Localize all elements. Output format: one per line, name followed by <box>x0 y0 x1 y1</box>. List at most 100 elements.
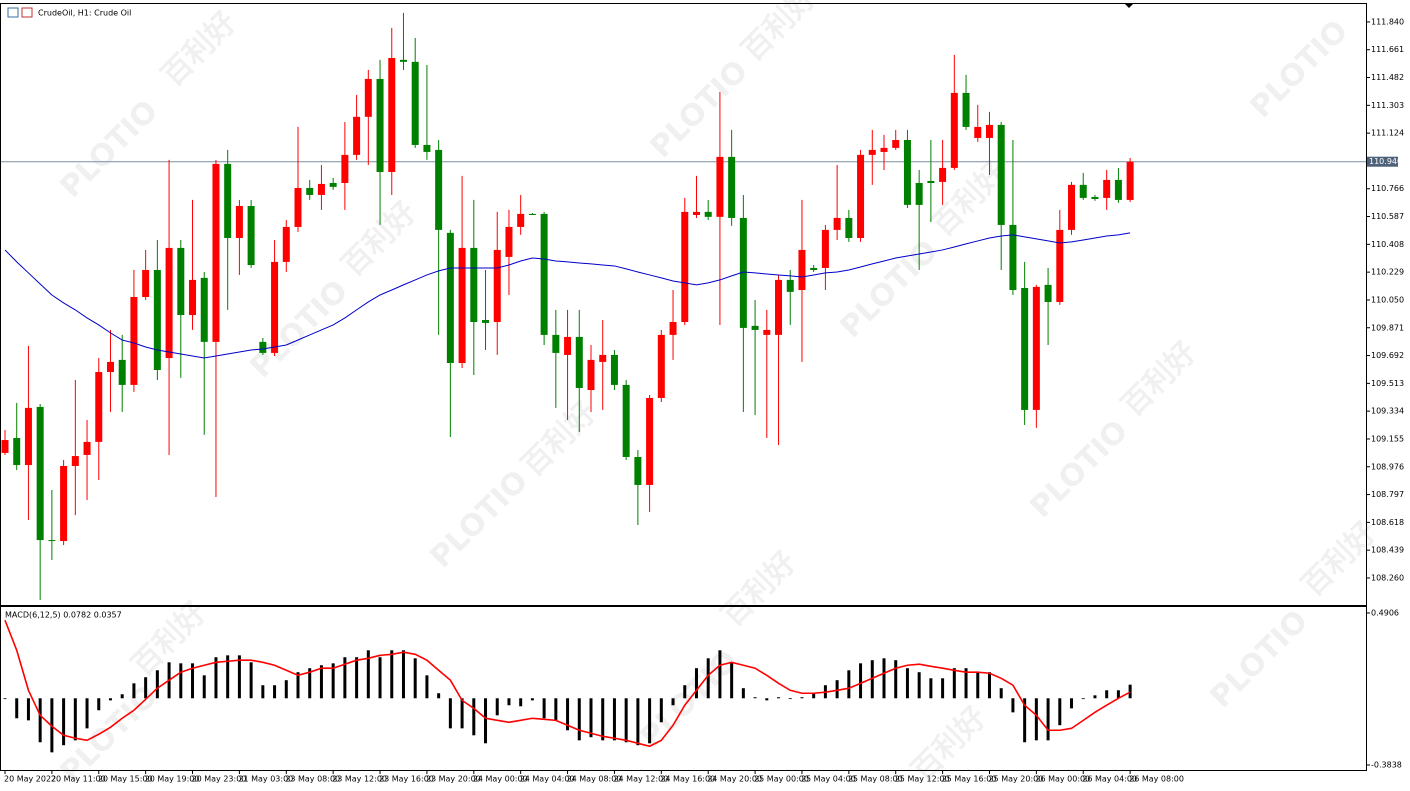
macd-bar <box>191 663 195 699</box>
macd-bar <box>214 657 218 699</box>
macd-bar <box>38 698 42 743</box>
macd-bar <box>812 693 816 699</box>
candle-body <box>564 336 572 355</box>
macd-bar <box>730 662 734 699</box>
candle-body <box>868 149 876 155</box>
macd-bar <box>952 668 956 699</box>
candle-body <box>962 92 970 127</box>
macd-bar <box>448 698 452 729</box>
candle-body <box>528 213 536 215</box>
candle-body <box>892 139 900 148</box>
macd-bar <box>554 698 558 721</box>
macd-bar <box>472 698 476 736</box>
candle-body <box>599 354 607 362</box>
candle-body <box>177 247 185 316</box>
macd-bar <box>308 668 312 699</box>
candle-body <box>728 156 736 218</box>
candle-body <box>341 154 349 183</box>
macd-bar <box>273 685 277 699</box>
candle-body <box>493 249 501 323</box>
x-tick-label: 23 May 20:00 <box>426 775 481 784</box>
x-tick-label: 25 May 20:00 <box>988 775 1043 784</box>
candle-body <box>1114 179 1122 200</box>
macd-bar <box>507 698 511 706</box>
candle-body <box>1079 184 1087 198</box>
candle-body <box>189 279 197 316</box>
y-tick-label: -0.3838 <box>1371 760 1402 769</box>
candle-body <box>271 261 279 353</box>
candle-body <box>142 269 150 298</box>
candle-body <box>259 341 267 353</box>
candle-body <box>329 182 337 187</box>
macd-signal-line <box>4 619 1131 748</box>
candle-body <box>435 149 443 230</box>
macd-bar <box>706 658 710 699</box>
candle-body <box>1009 224 1017 291</box>
x-tick-label: 24 May 04:00 <box>520 775 575 784</box>
y-tick-label: 108.439 <box>1371 546 1404 555</box>
macd-bar <box>894 660 898 699</box>
macd-bar <box>882 658 886 699</box>
macd-bar <box>132 683 136 699</box>
candle-body <box>786 279 794 292</box>
y-tick-label: 110.587 <box>1371 212 1404 221</box>
candle-body <box>235 205 243 238</box>
macd-bar <box>26 698 30 721</box>
candle-body <box>1021 287 1029 410</box>
candle-body <box>751 325 759 330</box>
macd-bar <box>155 670 159 699</box>
candle-body <box>505 226 513 257</box>
macd-bar <box>1116 690 1120 699</box>
macd-bar <box>413 658 417 699</box>
candle-body <box>1068 184 1076 230</box>
x-tick-label: 25 May 08:00 <box>848 775 903 784</box>
candle-body <box>681 211 689 323</box>
macd-bar <box>917 672 921 699</box>
macd-bar <box>765 698 769 701</box>
candle-body <box>798 249 806 291</box>
macd-bar <box>366 650 370 699</box>
candle-body <box>1091 196 1099 199</box>
chart-title: CrudeOil, H1: Crude Oil <box>38 9 131 18</box>
candle-body <box>423 144 431 152</box>
icon-box <box>21 7 33 18</box>
y-tick-label: 110.766 <box>1371 184 1404 193</box>
candle-body <box>1056 229 1064 302</box>
candle-body <box>587 359 595 391</box>
x-tick-label: 23 May 16:00 <box>379 775 434 784</box>
y-tick-label: 108.260 <box>1371 573 1404 582</box>
macd-bar <box>284 680 288 699</box>
macd-bar <box>1046 698 1050 741</box>
symbol-icon <box>7 7 33 18</box>
candle-body <box>974 126 982 138</box>
candle-body <box>927 180 935 183</box>
macd-bar <box>694 668 698 699</box>
candle-body <box>411 61 419 145</box>
macd-bar <box>1093 695 1097 699</box>
candle-body <box>153 269 161 371</box>
candle-body <box>845 217 853 238</box>
macd-bar <box>847 670 851 699</box>
main-panel-frame <box>0 3 1367 606</box>
y-tick-label: 111.124 <box>1371 129 1404 138</box>
macd-bar <box>835 680 839 699</box>
candle-body <box>810 267 818 270</box>
macd-bar <box>1011 698 1015 713</box>
candle-body <box>317 183 325 195</box>
x-tick-label: 24 May 12:00 <box>613 775 668 784</box>
macd-bar <box>226 655 230 699</box>
macd-bar <box>800 697 804 699</box>
macd-bar <box>753 697 757 699</box>
candle-body <box>1 440 9 453</box>
candle-body <box>552 334 560 353</box>
x-tick-label: 26 May 08:00 <box>1129 775 1184 784</box>
candle-body <box>704 211 712 217</box>
y-tick-label: 108.797 <box>1371 490 1404 499</box>
x-tick-label: 20 May 23:00 <box>192 775 247 784</box>
macd-bar <box>1023 698 1027 743</box>
x-tick-label: 23 May 08:00 <box>285 775 340 784</box>
macd-bar <box>495 698 499 716</box>
moving-average <box>4 232 1131 359</box>
candle-body <box>517 213 525 227</box>
